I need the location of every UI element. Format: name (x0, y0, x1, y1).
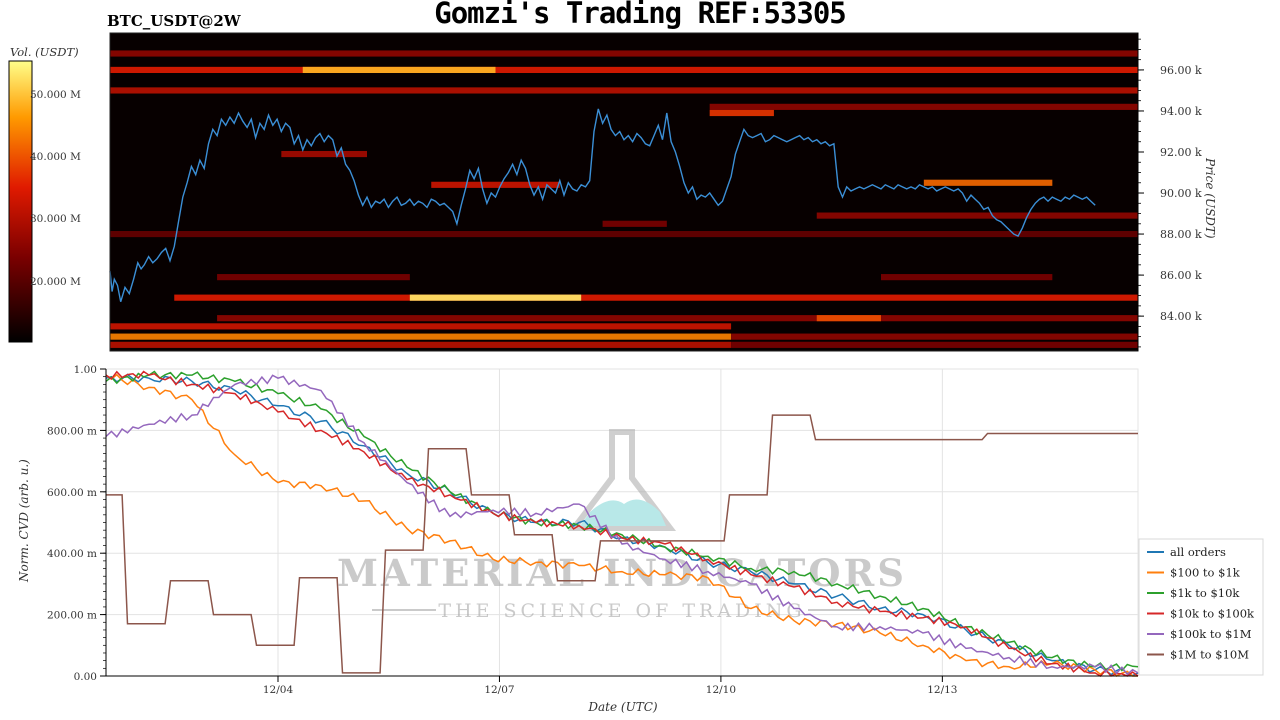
heatmap-panel (109, 32, 1139, 352)
price-tick-label: 94.00 k (1160, 105, 1202, 118)
cvd-axes: 0.00 200.00 m 400.00 m 600.00 m 800.00 m 1.00… (47, 364, 1138, 696)
legend: all orders $100 to $1k $1k to $10k $10k to … (1138, 538, 1264, 676)
cvd-series (105, 370, 1139, 677)
flask-icon (567, 429, 677, 531)
liquidity-band (709, 103, 1138, 110)
liquidity-band (816, 212, 1138, 219)
liquidity-band (110, 333, 732, 340)
cvd-line (105, 370, 1139, 677)
pair-label: BTC_USDT@2W (107, 12, 241, 30)
heatmap-background (110, 33, 1138, 351)
watermark-tagline: THE SCIENCE OF TRADING (438, 600, 805, 622)
cvd-line (105, 373, 1138, 677)
cvd-x-tick-label: 12/07 (484, 684, 514, 696)
price-tick-label: 88.00 k (1160, 228, 1202, 241)
liquidity-band (217, 274, 410, 281)
cvd-line (106, 414, 1138, 674)
price-tick-label: 84.00 k (1160, 310, 1202, 323)
liquidity-band (302, 66, 496, 74)
liquidity-band (431, 181, 560, 188)
liquidity-band (816, 315, 881, 322)
price-tick-label: 90.00 k (1160, 187, 1202, 200)
liquidity-band (709, 109, 774, 117)
colorbar (8, 60, 33, 343)
cvd-x-tick-label: 12/04 (263, 684, 294, 696)
legend-entry: $100 to $1k (1170, 566, 1241, 580)
cvd-y-tick-label: 1.00 (74, 364, 97, 376)
liquidity-band (731, 341, 1138, 348)
price-axis-label: Price (USDT) (1203, 157, 1217, 239)
legend-box (1138, 538, 1264, 676)
liquidity-band (409, 294, 582, 301)
liquidity-band (110, 341, 732, 348)
legend-entry: $100k to $1M (1170, 627, 1252, 641)
cvd-y-tick-label: 200.00 m (47, 610, 97, 622)
colorbar-tick: 40.000 M (30, 151, 81, 163)
x-axis-label: Date (UTC) (587, 700, 657, 714)
liquidity-band (174, 294, 1138, 301)
liquidity-band (602, 220, 667, 227)
cvd-y-axis-label: Norm. CVD (arb. u.) (17, 459, 31, 583)
legend-entry: $1M to $10M (1170, 648, 1249, 662)
liquidity-band (110, 323, 732, 330)
cvd-y-tick-label: 600.00 m (47, 487, 97, 499)
legend-entry: all orders (1170, 545, 1226, 559)
legend-entry: $10k to $100k (1170, 607, 1255, 621)
price-line (109, 108, 1096, 303)
liquidity-band (110, 50, 1138, 57)
liquidity-band (110, 230, 1138, 238)
price-axis: 84.00 k 86.00 k 88.00 k 90.00 k 92.00 k 94.00… (1137, 33, 1202, 351)
liquidity-band (731, 333, 1138, 340)
liquidity-band (281, 150, 367, 158)
cvd-x-tick-label: 12/13 (927, 684, 957, 696)
cvd-line (105, 374, 1139, 676)
liquidity-band (110, 66, 1138, 74)
cvd-y-tick-label: 0.00 (74, 671, 97, 683)
chart-title: Gomzi's Trading REF:53305 (434, 0, 847, 30)
price-tick-label: 96.00 k (1160, 64, 1202, 77)
price-tick-label: 86.00 k (1160, 269, 1202, 282)
colorbar-ticks: 50.000 M 40.000 M 30.000 M 20.000 M (30, 89, 81, 288)
legend-entry: $1k to $10k (1170, 586, 1240, 600)
colorbar-label: Vol. (USDT) (10, 45, 79, 59)
colorbar-tick: 20.000 M (30, 276, 81, 288)
cvd-x-tick-label: 12/10 (706, 684, 736, 696)
liquidity-band (217, 315, 1139, 322)
liquidity-band (923, 179, 1053, 186)
liquidity-band (110, 87, 1138, 94)
flask-liquid-icon (580, 499, 666, 526)
cvd-y-tick-label: 400.00 m (47, 548, 97, 560)
price-tick-label: 92.00 k (1160, 146, 1202, 159)
liquidity-band (881, 274, 1053, 281)
colorbar-tick: 50.000 M (30, 89, 81, 101)
cvd-y-tick-label: 800.00 m (47, 425, 97, 437)
colorbar-tick: 30.000 M (30, 213, 81, 225)
